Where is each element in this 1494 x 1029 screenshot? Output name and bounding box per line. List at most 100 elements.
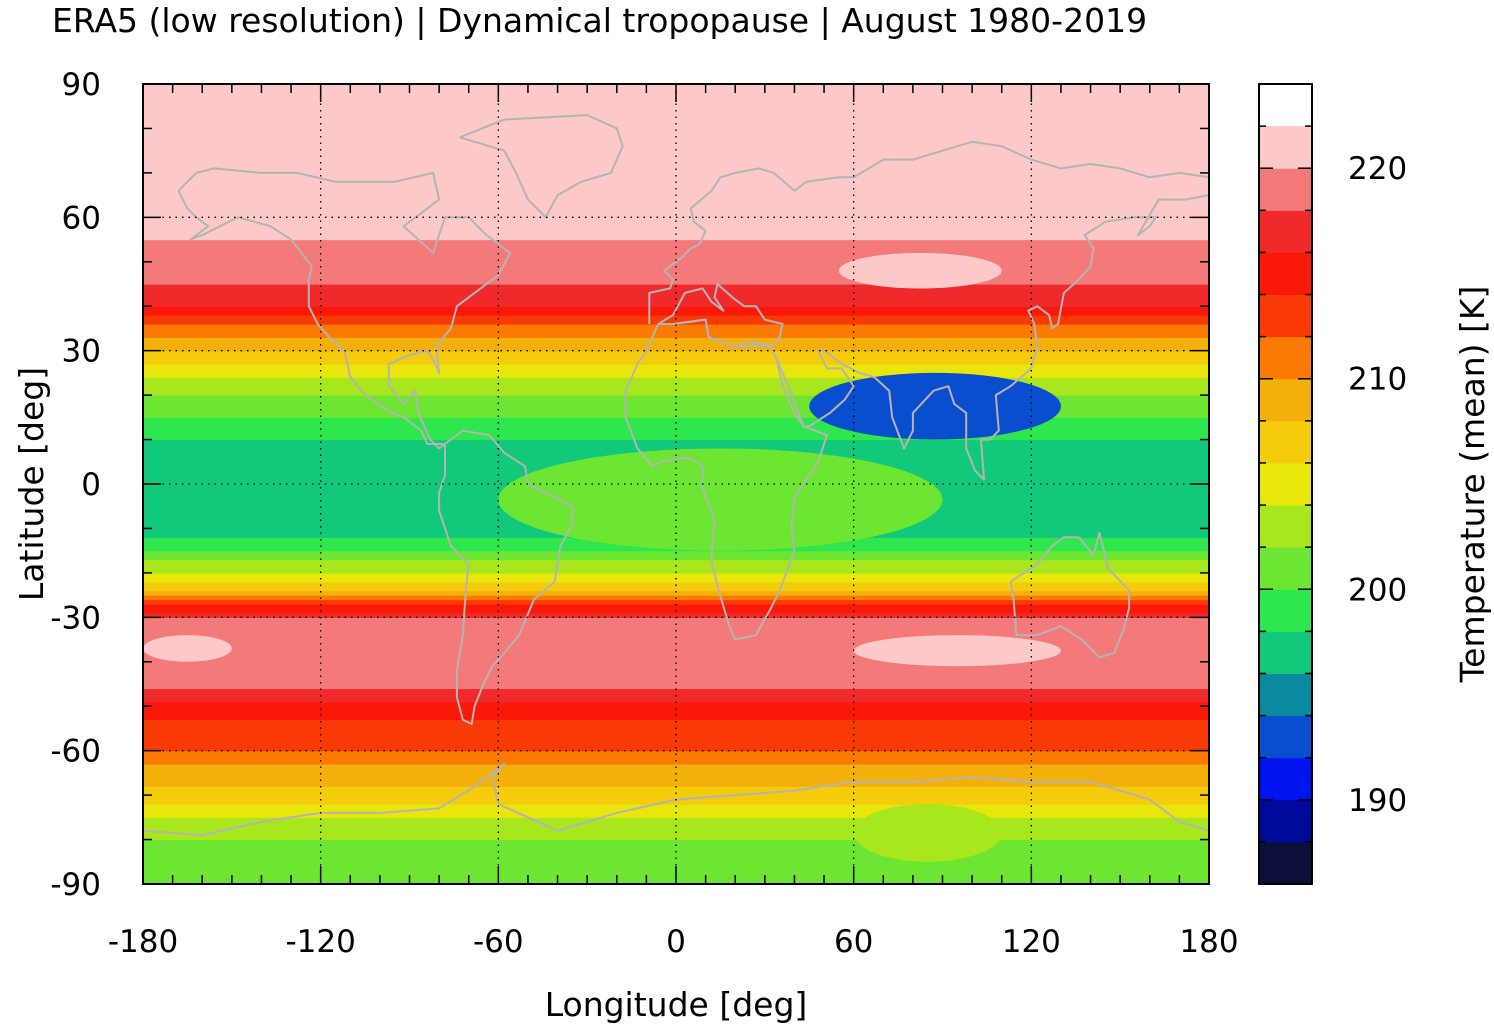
anomaly-region xyxy=(853,261,943,280)
colorbar-ticks: 190 200 210 220 xyxy=(1259,83,1407,885)
heatmap-band xyxy=(143,826,1209,832)
heatmap-band xyxy=(143,444,1209,450)
x-axis-label: Longitude [deg] xyxy=(545,985,808,1024)
heatmap-band xyxy=(143,364,1209,370)
heatmap-plot-area: -180 -120 -60 0 60 120 180 90 60 30 0 -30 -60 -90 xyxy=(50,67,1238,960)
heatmap-band xyxy=(143,164,1209,170)
coastline xyxy=(459,114,624,219)
colorbar-bands xyxy=(1259,126,1312,885)
heatmap-band xyxy=(143,404,1209,410)
anomaly-region xyxy=(853,635,1061,667)
anomaly-region xyxy=(143,635,232,662)
heatmap-band xyxy=(143,181,1209,187)
heatmap-band xyxy=(143,750,1209,756)
colorbar-frame xyxy=(1258,83,1313,885)
y-tick-label: -60 xyxy=(50,734,101,770)
colorbar-tick-label: 210 xyxy=(1348,362,1407,398)
heatmap-band xyxy=(143,684,1209,690)
coastline xyxy=(438,429,574,725)
heatmap-band xyxy=(143,808,1209,814)
heatmap-band xyxy=(143,337,1209,343)
heatmap-band xyxy=(143,217,1209,223)
colorbar-band xyxy=(1259,462,1312,506)
heatmap-band xyxy=(143,359,1209,365)
heatmap-band xyxy=(143,604,1209,610)
heatmap-band xyxy=(143,412,1209,418)
heatmap-band xyxy=(143,657,1209,663)
heatmap-band xyxy=(143,697,1209,703)
heatmap-band xyxy=(143,235,1209,241)
heatmap-band xyxy=(143,688,1209,694)
coastline xyxy=(143,763,1209,837)
heatmap-band xyxy=(143,555,1209,561)
heatmap-band xyxy=(143,177,1209,183)
heatmap-band xyxy=(143,141,1209,147)
heatmap-band xyxy=(143,572,1209,578)
x-tick-label: 0 xyxy=(666,924,686,960)
heatmap-band xyxy=(143,435,1209,441)
heatmap-band xyxy=(143,786,1209,792)
heatmap-band xyxy=(143,195,1209,201)
heatmap-band xyxy=(143,799,1209,805)
heatmap-band xyxy=(143,226,1209,232)
heatmap-band xyxy=(143,239,1209,245)
heatmap-band xyxy=(143,755,1209,761)
heatmap-band xyxy=(143,150,1209,156)
x-tick-label: 180 xyxy=(1179,924,1238,960)
heatmap-band xyxy=(143,319,1209,325)
coastline xyxy=(1009,531,1131,659)
heatmap-band xyxy=(143,746,1209,752)
heatmap-band xyxy=(143,835,1209,841)
heatmap-band xyxy=(143,346,1209,352)
coastline xyxy=(775,194,1209,481)
heatmap-band xyxy=(143,626,1209,632)
coastline xyxy=(648,140,1209,324)
colorbar-band xyxy=(1259,715,1312,759)
y-tick-label: 60 xyxy=(62,200,101,236)
heatmap-band xyxy=(143,586,1209,592)
heatmap-band xyxy=(143,372,1209,378)
heatmap-band xyxy=(143,852,1209,858)
y-tick-label: 90 xyxy=(62,67,101,103)
heatmap-band xyxy=(143,248,1209,254)
heatmap-band xyxy=(143,564,1209,570)
heatmap-band xyxy=(143,190,1209,196)
coastline xyxy=(177,167,512,450)
heatmap-band xyxy=(143,710,1209,716)
x-tick-label: -180 xyxy=(108,924,178,960)
heatmap-band xyxy=(143,208,1209,214)
colorbar-band xyxy=(1259,841,1312,885)
heatmap-band xyxy=(143,590,1209,596)
regional-anomalies xyxy=(143,159,1061,862)
heatmap-band xyxy=(143,106,1209,112)
heatmap-band xyxy=(143,724,1209,730)
colorbar-band xyxy=(1259,631,1312,674)
colorbar-band xyxy=(1259,294,1312,338)
heatmap-band xyxy=(143,821,1209,827)
y-tick-label: 30 xyxy=(62,334,101,370)
heatmap-band xyxy=(143,350,1209,356)
heatmap-band xyxy=(143,328,1209,334)
y-tick-label: -30 xyxy=(50,600,101,636)
colorbar-tick-label: 190 xyxy=(1348,783,1407,819)
heatmap-band xyxy=(143,715,1209,721)
colorbar-band xyxy=(1259,420,1312,464)
coastline xyxy=(624,318,828,641)
heatmap-band xyxy=(143,124,1209,130)
heatmap-band xyxy=(143,830,1209,836)
heatmap-band xyxy=(143,599,1209,605)
chart-title: ERA5 (low resolution) | Dynamical tropop… xyxy=(52,1,1147,40)
colorbar-band xyxy=(1259,252,1312,296)
heatmap-band xyxy=(143,666,1209,672)
heatmap-band xyxy=(143,377,1209,383)
heatmap-band xyxy=(143,772,1209,778)
heatmap-band xyxy=(143,146,1209,152)
heatmap-band xyxy=(143,737,1209,743)
colorbar-band xyxy=(1259,799,1312,843)
y-tick-label: -90 xyxy=(50,867,101,903)
heatmap-band xyxy=(143,639,1209,645)
heatmap-band xyxy=(143,644,1209,650)
heatmap-band xyxy=(143,221,1209,227)
anomaly-region xyxy=(498,448,943,551)
heatmap-band xyxy=(143,675,1209,681)
